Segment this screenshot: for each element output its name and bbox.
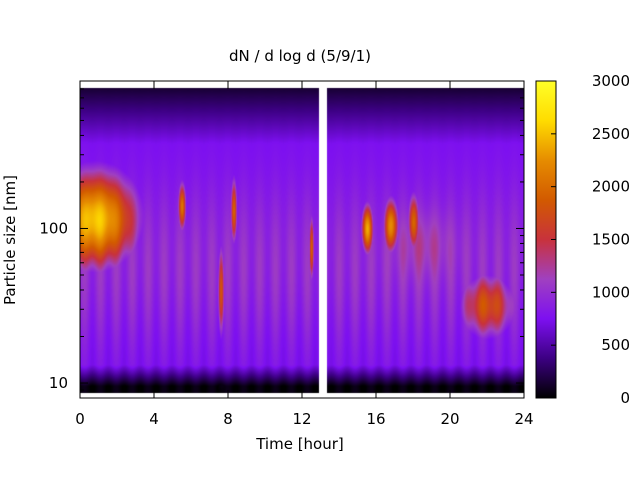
colorbar-tick-label: 0 xyxy=(620,389,630,407)
colorbar-axis: 0 500 1000 1500 2000 2500 3000 xyxy=(551,72,630,407)
colorbar: 0 500 1000 1500 2000 2500 3000 xyxy=(535,72,630,407)
y-tick-label: 100 xyxy=(39,219,68,237)
heatmap-image xyxy=(80,81,524,398)
chart-title: dN / d log d (5/9/1) xyxy=(229,47,371,65)
plot-area: 0 4 8 12 16 20 24 10 100 xyxy=(39,80,534,428)
y-tick-label: 10 xyxy=(49,374,68,392)
x-tick-label: 4 xyxy=(149,410,159,428)
x-axis: 0 4 8 12 16 20 24 xyxy=(75,81,534,428)
x-axis-label: Time [hour] xyxy=(255,435,344,453)
colorbar-tick-label: 1000 xyxy=(592,283,630,301)
colorbar-tick-label: 500 xyxy=(601,336,630,354)
x-tick-label: 8 xyxy=(223,410,233,428)
colorbar-gradient xyxy=(536,81,556,398)
y-axis: 10 100 xyxy=(39,80,524,399)
x-tick-label: 24 xyxy=(514,410,533,428)
x-tick-label: 0 xyxy=(75,410,85,428)
y-axis-label: Particle size [nm] xyxy=(1,175,19,305)
x-tick-label: 12 xyxy=(292,410,311,428)
colorbar-tick-label: 2500 xyxy=(592,125,630,143)
x-tick-label: 20 xyxy=(440,410,459,428)
colorbar-tick-label: 1500 xyxy=(592,231,630,249)
colorbar-tick-label: 2000 xyxy=(592,178,630,196)
x-tick-label: 16 xyxy=(366,410,385,428)
colorbar-tick-label: 3000 xyxy=(592,72,630,90)
